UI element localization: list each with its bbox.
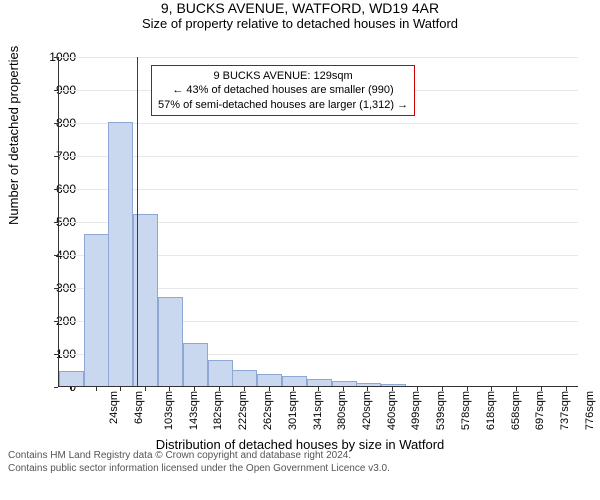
x-tick-mark: [467, 387, 468, 391]
histogram-bar: [282, 376, 307, 386]
y-axis-label: Number of detached properties: [6, 46, 21, 225]
x-tick-mark: [219, 387, 220, 391]
x-tick-label: 539sqm: [436, 391, 448, 430]
histogram-bar: [356, 383, 381, 386]
x-tick-label: 262sqm: [262, 391, 274, 430]
x-tick-label: 460sqm: [386, 391, 398, 430]
x-tick-mark: [442, 387, 443, 391]
x-tick-mark: [343, 387, 344, 391]
x-tick-label: 301sqm: [287, 391, 299, 430]
x-tick-label: 658sqm: [510, 391, 522, 430]
x-tick-label: 222sqm: [237, 391, 249, 430]
x-tick-mark: [392, 387, 393, 391]
page-subtitle: Size of property relative to detached ho…: [0, 16, 600, 31]
x-tick-mark: [566, 387, 567, 391]
x-tick-mark: [96, 387, 97, 391]
histogram-bar: [307, 379, 332, 386]
x-tick-label: 143sqm: [188, 391, 200, 430]
x-tick-mark: [71, 387, 72, 391]
histogram-bar: [84, 234, 109, 386]
x-tick-mark: [145, 387, 146, 391]
histogram-bar: [332, 381, 357, 386]
x-tick-mark: [367, 387, 368, 391]
x-tick-label: 24sqm: [108, 391, 120, 424]
x-tick-mark: [491, 387, 492, 391]
info-box-line3: 57% of semi-detached houses are larger (…: [158, 98, 408, 112]
y-tick-mark: [54, 387, 58, 388]
x-tick-mark: [194, 387, 195, 391]
x-tick-label: 380sqm: [336, 391, 348, 430]
page-title: 9, BUCKS AVENUE, WATFORD, WD19 4AR: [0, 0, 600, 16]
reference-marker-line: [137, 57, 138, 386]
x-tick-mark: [417, 387, 418, 391]
x-tick-mark: [516, 387, 517, 391]
histogram-bar: [108, 122, 133, 386]
footer-line2: Contains public sector information licen…: [8, 462, 592, 475]
x-tick-label: 499sqm: [411, 391, 423, 430]
x-tick-mark: [169, 387, 170, 391]
x-tick-label: 618sqm: [485, 391, 497, 430]
x-tick-mark: [244, 387, 245, 391]
x-tick-mark: [541, 387, 542, 391]
plot-area: 9 BUCKS AVENUE: 129sqm ← 43% of detached…: [58, 57, 578, 387]
x-tick-label: 103sqm: [163, 391, 175, 430]
x-tick-label: 182sqm: [212, 391, 224, 430]
x-tick-label: 776sqm: [584, 391, 596, 430]
histogram-bar: [158, 297, 183, 386]
chart-container: Number of detached properties 0100200300…: [0, 35, 600, 445]
x-tick-mark: [293, 387, 294, 391]
x-tick-label: 341sqm: [312, 391, 324, 430]
info-box-line2: ← 43% of detached houses are smaller (99…: [158, 83, 408, 97]
x-tick-label: 578sqm: [460, 391, 472, 430]
histogram-bar: [232, 370, 257, 387]
histogram-bar: [208, 360, 233, 386]
info-box: 9 BUCKS AVENUE: 129sqm ← 43% of detached…: [151, 65, 415, 116]
histogram-bar: [183, 343, 208, 386]
x-tick-label: 64sqm: [133, 391, 145, 424]
x-tick-label: 420sqm: [361, 391, 373, 430]
x-tick-label: 697sqm: [534, 391, 546, 430]
histogram-bar: [257, 374, 282, 386]
info-box-line1: 9 BUCKS AVENUE: 129sqm: [158, 69, 408, 83]
x-tick-mark: [269, 387, 270, 391]
x-axis-label: Distribution of detached houses by size …: [0, 437, 600, 452]
histogram-bar: [381, 384, 406, 386]
x-tick-label: 737sqm: [559, 391, 571, 430]
x-tick-mark: [120, 387, 121, 391]
histogram-bar: [59, 371, 84, 386]
x-tick-mark: [318, 387, 319, 391]
